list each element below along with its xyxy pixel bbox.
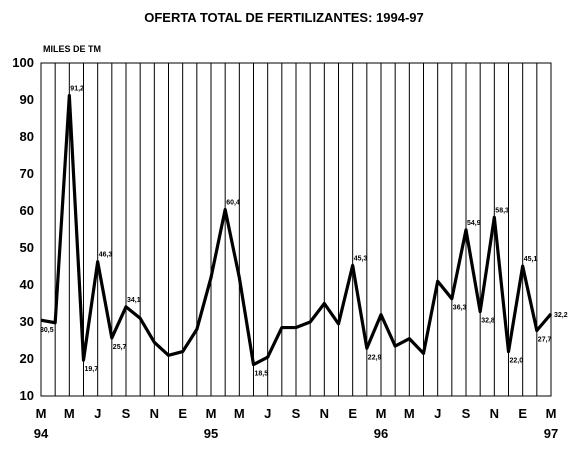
y-tick-label: 20 <box>20 351 34 366</box>
data-label: 58,3 <box>495 207 509 214</box>
line-layer <box>40 93 553 367</box>
data-label: 19,7 <box>85 366 99 373</box>
x-tick-label: J <box>434 406 441 421</box>
x-tick-label: N <box>150 406 159 421</box>
y-tick-label: 80 <box>20 129 34 144</box>
plot-frame <box>40 62 552 397</box>
x-year-label: 96 <box>374 426 388 441</box>
data-label: 45,1 <box>524 256 538 263</box>
data-label: 22,0 <box>510 358 524 365</box>
data-label: 34,1 <box>127 297 141 304</box>
series-line <box>40 93 553 367</box>
x-tick-label: N <box>320 406 329 421</box>
x-year-label: 95 <box>204 426 218 441</box>
x-tick-label: M <box>64 406 75 421</box>
y-tick-label: 70 <box>20 166 34 181</box>
y-tick-label: 100 <box>12 55 34 70</box>
x-tick-label: E <box>518 406 527 421</box>
x-tick-label: E <box>348 406 357 421</box>
data-label: 25,7 <box>113 344 127 351</box>
y-tick-label: 30 <box>20 314 34 329</box>
x-tick-label: S <box>122 406 131 421</box>
chart-title: OFERTA TOTAL DE FERTILIZANTES: 1994-97 <box>144 10 424 25</box>
data-label: 91,2 <box>70 86 84 93</box>
x-tick-label: S <box>462 406 471 421</box>
x-tick-label: J <box>264 406 271 421</box>
label-layer: 30,5 91,2 19,7 46,3 25,7 34,1 60,4 18,5 45,3 22,9… <box>40 86 568 378</box>
x-tick-label: M <box>404 406 415 421</box>
data-label: 46,3 <box>99 252 113 259</box>
data-label: 30,5 <box>40 327 54 334</box>
x-tick-label: S <box>292 406 301 421</box>
x-year-label: 97 <box>544 426 558 441</box>
tick-layer: 10 20 30 40 50 60 70 80 90 100 M M J S N E M M J S N E M M J S N E M… <box>12 55 558 441</box>
y-axis-unit-label: MILES DE TM <box>43 44 101 54</box>
x-tick-label: M <box>376 406 387 421</box>
data-label: 45,3 <box>354 255 368 262</box>
data-label: 54,9 <box>467 220 481 227</box>
data-label: 36,3 <box>453 305 467 312</box>
x-tick-label: M <box>36 406 47 421</box>
x-tick-label: M <box>546 406 557 421</box>
data-label: 22,9 <box>368 354 382 361</box>
x-tick-label: J <box>94 406 101 421</box>
y-tick-label: 60 <box>20 203 34 218</box>
x-tick-label: E <box>178 406 187 421</box>
x-tick-label: N <box>490 406 499 421</box>
data-label: 32,2 <box>554 312 568 319</box>
x-year-label: 94 <box>34 426 49 441</box>
data-label: 32,8 <box>481 318 495 325</box>
y-tick-label: 50 <box>20 240 34 255</box>
y-tick-label: 90 <box>20 92 34 107</box>
data-label: 18,5 <box>255 371 269 378</box>
data-label: 27,7 <box>538 337 552 344</box>
data-label: 60,4 <box>226 200 240 207</box>
x-tick-label: M <box>206 406 217 421</box>
x-tick-label: M <box>234 406 245 421</box>
y-tick-label: 40 <box>20 277 34 292</box>
y-tick-label: 10 <box>20 388 34 403</box>
